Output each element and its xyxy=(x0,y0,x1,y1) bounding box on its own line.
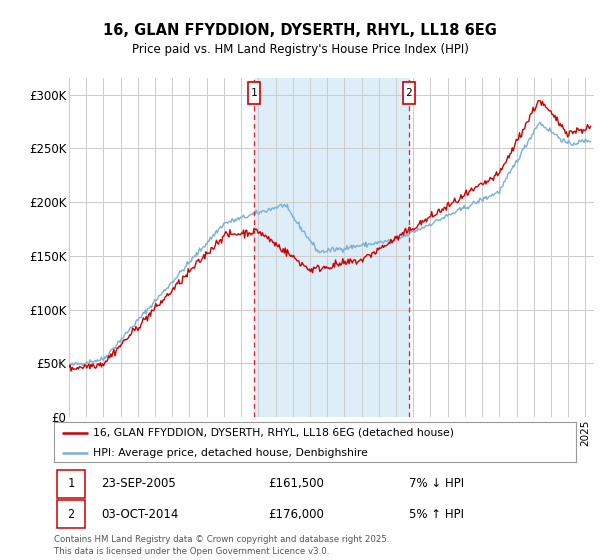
Text: Contains HM Land Registry data © Crown copyright and database right 2025.
This d: Contains HM Land Registry data © Crown c… xyxy=(54,535,389,556)
Text: 7% ↓ HPI: 7% ↓ HPI xyxy=(409,477,464,490)
Text: 1: 1 xyxy=(67,477,74,490)
Text: HPI: Average price, detached house, Denbighshire: HPI: Average price, detached house, Denb… xyxy=(93,448,368,458)
Bar xyxy=(254,78,409,417)
Text: 1: 1 xyxy=(250,88,257,98)
Text: 23-SEP-2005: 23-SEP-2005 xyxy=(101,477,176,490)
Bar xyxy=(403,82,415,104)
Text: 5% ↑ HPI: 5% ↑ HPI xyxy=(409,508,464,521)
Bar xyxy=(56,500,85,528)
Text: 03-OCT-2014: 03-OCT-2014 xyxy=(101,508,178,521)
Text: £176,000: £176,000 xyxy=(268,508,324,521)
Text: 2: 2 xyxy=(406,88,412,98)
Text: 16, GLAN FFYDDION, DYSERTH, RHYL, LL18 6EG (detached house): 16, GLAN FFYDDION, DYSERTH, RHYL, LL18 6… xyxy=(93,428,454,437)
Bar xyxy=(56,470,85,498)
Text: 16, GLAN FFYDDION, DYSERTH, RHYL, LL18 6EG: 16, GLAN FFYDDION, DYSERTH, RHYL, LL18 6… xyxy=(103,24,497,38)
Bar xyxy=(248,82,260,104)
Text: 2: 2 xyxy=(67,508,74,521)
Text: £161,500: £161,500 xyxy=(268,477,324,490)
Text: Price paid vs. HM Land Registry's House Price Index (HPI): Price paid vs. HM Land Registry's House … xyxy=(131,43,469,56)
